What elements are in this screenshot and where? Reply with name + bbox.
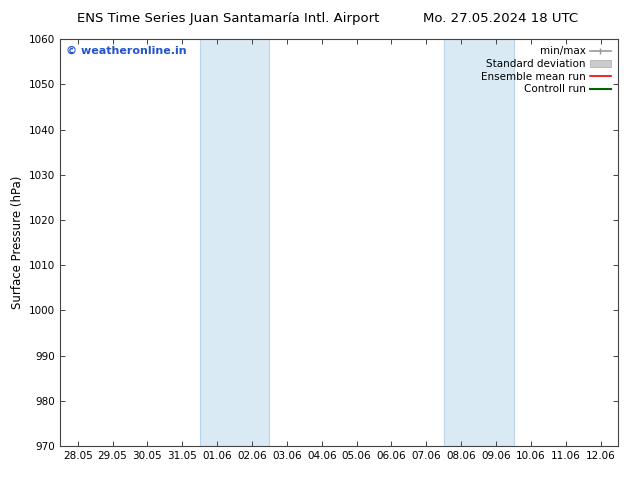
Y-axis label: Surface Pressure (hPa): Surface Pressure (hPa) xyxy=(11,176,23,309)
Bar xyxy=(200,39,269,446)
Legend: min/max, Standard deviation, Ensemble mean run, Controll run: min/max, Standard deviation, Ensemble me… xyxy=(479,45,613,97)
Text: Mo. 27.05.2024 18 UTC: Mo. 27.05.2024 18 UTC xyxy=(424,12,578,25)
Text: ENS Time Series Juan Santamaría Intl. Airport: ENS Time Series Juan Santamaría Intl. Ai… xyxy=(77,12,379,25)
Text: © weatheronline.in: © weatheronline.in xyxy=(66,45,186,55)
Bar xyxy=(444,39,514,446)
